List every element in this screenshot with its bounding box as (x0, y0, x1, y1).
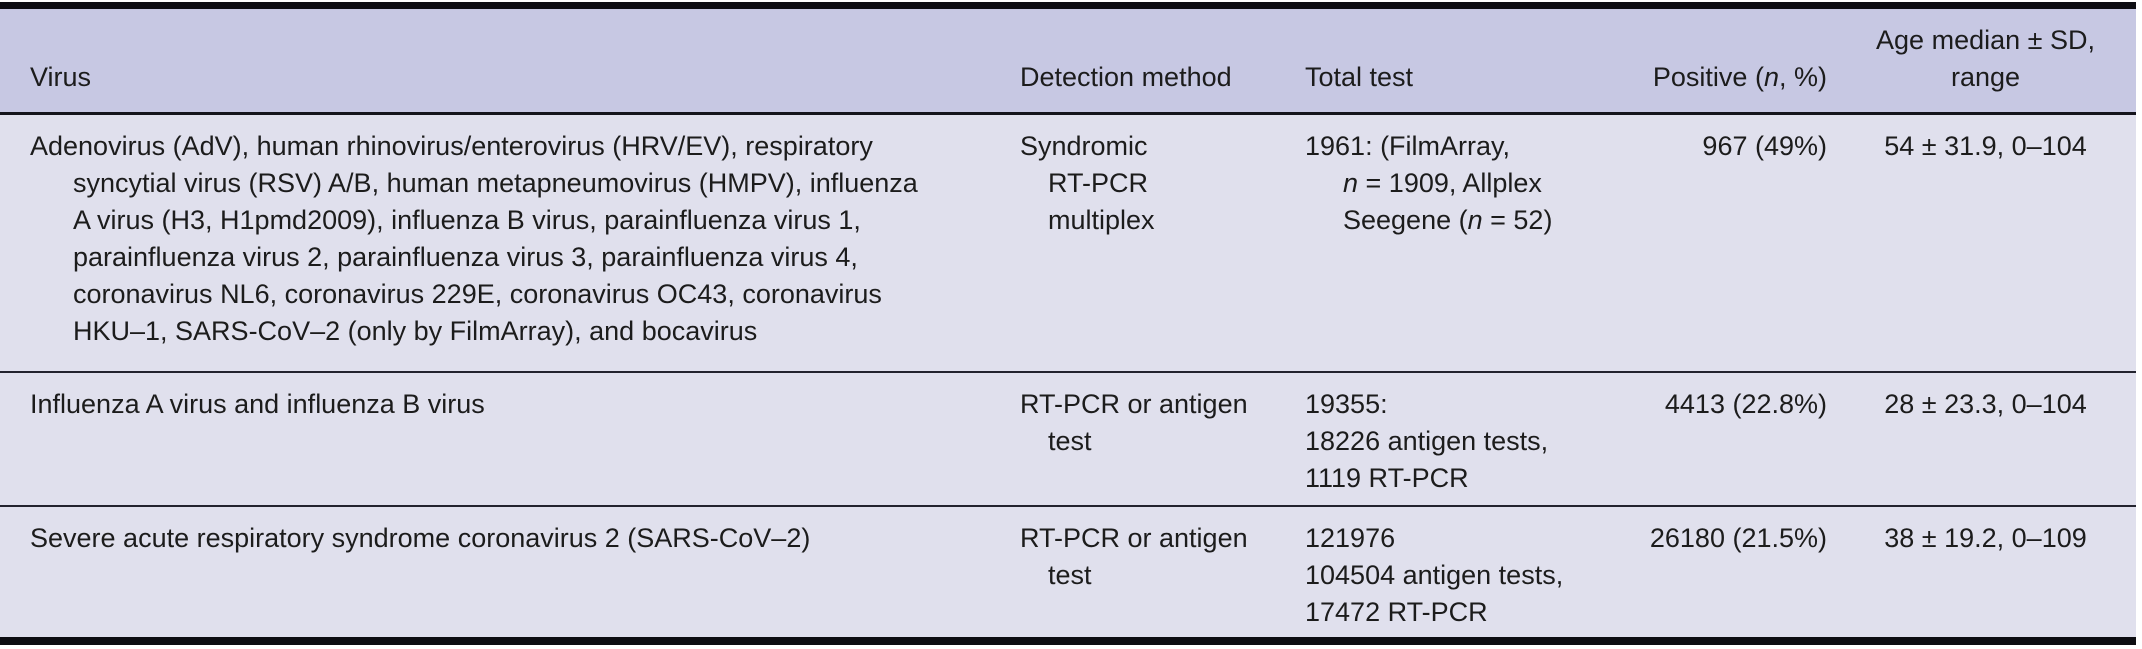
cell-positive: 4413 (22.8%) (1664, 389, 1827, 419)
cell-age: 28 ± 23.3, 0–104 (1884, 389, 2087, 419)
cell-virus: Influenza A virus and influenza B virus (30, 389, 485, 419)
table-row-influenza: Influenza A virus and influenza B virus … (0, 373, 2136, 505)
table-top-border (0, 2, 2136, 9)
header-total-test: Total test (1305, 62, 1414, 92)
header-age-median: Age median ± SD, range (1876, 25, 2095, 92)
cell-total-test: 1961: (FilmArray, n = 1909, Allplex Seegen… (1305, 131, 1553, 235)
row-divider (0, 371, 2136, 373)
cell-positive: 26180 (21.5%) (1649, 523, 1827, 553)
cell-detection-method: RT-PCR or antigen test (1020, 523, 1248, 590)
cell-age: 38 ± 19.2, 0–109 (1884, 523, 2087, 553)
cell-virus: Adenovirus (AdV), human rhinovirus/enter… (30, 131, 918, 346)
cell-detection-method: Syndromic RT-PCR multiplex (1020, 131, 1155, 235)
header-virus: Virus (30, 62, 92, 92)
cell-age: 54 ± 31.9, 0–104 (1884, 131, 2087, 161)
header-divider (0, 112, 2136, 115)
cell-total-test: 121976 104504 antigen tests, 17472 RT-PCR (1305, 523, 1564, 627)
table-row-sars-cov-2: Severe acute respiratory syndrome corona… (0, 507, 2136, 637)
header-positive: Positive (n, %) (1652, 62, 1827, 92)
cell-virus: Severe acute respiratory syndrome corona… (30, 523, 811, 553)
cell-detection-method: RT-PCR or antigen test (1020, 389, 1248, 456)
table-header-row: Virus Detection method Total test Positi… (0, 9, 2136, 112)
cell-total-test: 19355: 18226 antigen tests, 1119 RT-PCR (1305, 389, 1549, 493)
header-detection-method: Detection method (1020, 62, 1232, 92)
cell-positive: 967 (49%) (1702, 131, 1827, 161)
row-divider (0, 505, 2136, 507)
table-bottom-border (0, 637, 2136, 645)
table-row-syndromic-panel: Adenovirus (AdV), human rhinovirus/enter… (0, 115, 2136, 371)
